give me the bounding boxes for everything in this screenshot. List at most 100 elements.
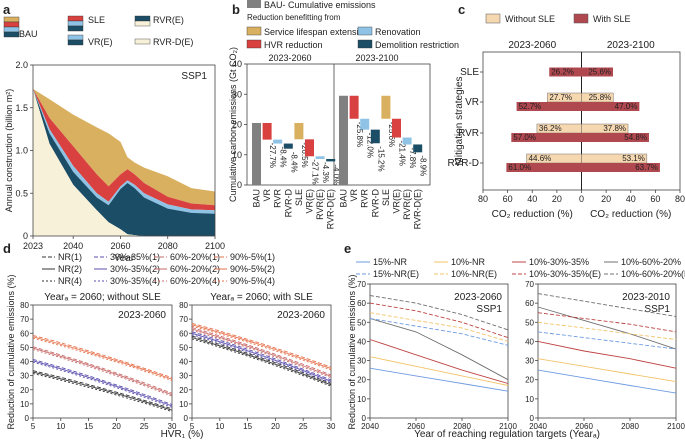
panel-label-c: c xyxy=(458,2,465,17)
panel-e-chart: 15%-NR 15%-NR(E) 10%-NR 10%-NR(E) 10%-30%-35… xyxy=(347,257,685,440)
legend-label-3: Demolition restriction xyxy=(375,40,459,50)
data-label: 53.1% xyxy=(622,154,645,163)
series-line-60%-20% xyxy=(191,327,332,376)
area-BAU xyxy=(33,88,215,206)
y-tick-label: 20 xyxy=(179,386,188,395)
series-line-NR xyxy=(32,371,173,411)
group-title: 2023-2060 xyxy=(268,53,311,63)
data-label: -12.0% xyxy=(366,133,375,158)
legend-label-10: 90%-5%(2) xyxy=(230,264,275,274)
bar-VR xyxy=(349,95,359,119)
x-tick-label: VR(E) xyxy=(305,189,315,214)
x-tick-label: 2100 xyxy=(667,422,685,431)
data-label: 63.7% xyxy=(635,163,658,172)
bar-bau xyxy=(339,95,348,185)
legend-label-2: VR(E) xyxy=(88,37,113,47)
right-title: 2023-2100 xyxy=(607,40,655,51)
y-tick-label: 0 xyxy=(237,180,242,190)
y-tick-label: 30 xyxy=(232,89,242,99)
series-line-60%-20% xyxy=(32,349,173,397)
series-line-60%-20% xyxy=(32,347,173,396)
y-tick-label: 40 xyxy=(179,358,188,367)
legend-label-8: 60%-20%(4) xyxy=(170,276,220,286)
x-tick-label: 2040 xyxy=(63,241,83,251)
x-axis-label: HVR₁ (%) xyxy=(161,429,204,440)
data-label: -25.6% xyxy=(387,122,396,147)
series-line-10%-30%-35%(E) xyxy=(537,312,677,333)
x-tick-label: RVR(E) xyxy=(315,189,325,220)
y-tick-label: 70 xyxy=(525,280,534,289)
bar-SLE xyxy=(294,122,304,140)
data-label: -7.8% xyxy=(408,147,417,168)
inner-title: 2023-2010 xyxy=(622,292,670,303)
data-label: 36.2% xyxy=(539,124,562,133)
data-label: -4.3% xyxy=(321,162,330,183)
x-tick-label: 60 xyxy=(650,194,660,204)
panel-label-b: b xyxy=(232,2,240,17)
data-label: 61.0% xyxy=(508,163,531,172)
chart-title: SSP1 xyxy=(181,71,207,82)
series-line-10%-NR xyxy=(369,356,509,386)
area-RVR-D(E) xyxy=(33,88,215,237)
bar-with-right xyxy=(581,102,640,111)
legend-label-0: NR(1) xyxy=(58,252,82,262)
x-tick-label: VR xyxy=(349,189,359,202)
x-tick-label: 5 xyxy=(190,422,195,431)
data-label: 57.0% xyxy=(513,133,536,142)
x-tick-label: 2040 xyxy=(361,422,379,431)
series-line-10%-60%-20% xyxy=(369,318,509,381)
data-label: -26.5% xyxy=(300,142,309,167)
panel-label-e: e xyxy=(344,241,351,256)
x-axis-label: Year of reaching regulation targets (Yea… xyxy=(414,429,600,440)
legend-label-1: SLE xyxy=(88,15,105,25)
x-tick-label: 25 xyxy=(299,422,308,431)
legend-swatch xyxy=(67,39,84,46)
data-label: -8.4% xyxy=(279,147,288,168)
panel-b-chart: BAU- Cumulative emissions Reduction benef… xyxy=(228,0,459,229)
y-tick-label: 50 xyxy=(20,343,29,352)
area-RVR(E) xyxy=(33,88,215,237)
inner-title: 2023-2060 xyxy=(454,292,502,303)
x-tick-label: RVR-D xyxy=(370,189,380,218)
legend-label-4: 15%-NR(E) xyxy=(373,269,419,279)
y-tick-label: 10 xyxy=(232,150,242,160)
legend-label-1: 10%-NR xyxy=(451,257,486,267)
data-label: -27.7% xyxy=(268,143,277,168)
bar-with-left xyxy=(516,102,582,111)
y-tick-label: 50 xyxy=(525,318,534,327)
x-tick-label: 0 xyxy=(579,194,584,204)
panel-a-chart: 0 0.5 1.0 1.5 2.0 2023 2040 2060 2080 2100 Year Ann… xyxy=(3,15,225,264)
y-tick-label: 1.0 xyxy=(15,146,28,156)
legend-label-2: NR(4) xyxy=(58,276,82,286)
series-line-60%-20% xyxy=(32,346,173,394)
data-label: 37.8% xyxy=(603,124,626,133)
axes-frame xyxy=(32,304,173,419)
x-tick-label: 2023 xyxy=(23,241,43,251)
y-axis-label: Mitigation strategies xyxy=(454,77,465,166)
y-tick-label: 70 xyxy=(179,315,188,324)
panel-label-a: a xyxy=(3,2,11,17)
area-SLE xyxy=(33,88,215,211)
y-tick-label: 40 xyxy=(357,337,366,346)
series-line-90%-5% xyxy=(191,325,332,371)
data-label: -15.2% xyxy=(376,146,385,171)
series-line-15%-NR xyxy=(369,367,509,392)
y-tick-label: 10 xyxy=(525,395,534,404)
subplot-title: Yearₐ = 2060; with SLE xyxy=(210,292,313,303)
y-tick-label: 30 xyxy=(179,372,188,381)
x-tick-label: 2040 xyxy=(529,422,547,431)
series-line-15%-NR(E) xyxy=(537,331,677,350)
panel-label-d: d xyxy=(3,241,11,256)
legend-label-9: 90%-5%(1) xyxy=(230,252,275,262)
series-line-NR xyxy=(191,335,332,384)
y-tick-label: RVR-D xyxy=(448,158,479,169)
x-tick-label: 2100 xyxy=(205,241,225,251)
legend-swatch xyxy=(67,25,84,32)
legend-swatch xyxy=(134,38,151,45)
series-line-30%-35% xyxy=(32,360,173,407)
bar-VR(E) xyxy=(305,139,314,157)
y-tick-label: 0 xyxy=(23,231,28,241)
x-tick-label: RVR-D xyxy=(283,189,293,218)
x-tick-label: 40 xyxy=(527,194,537,204)
legend-title: Reduction benefitting from xyxy=(247,13,341,22)
